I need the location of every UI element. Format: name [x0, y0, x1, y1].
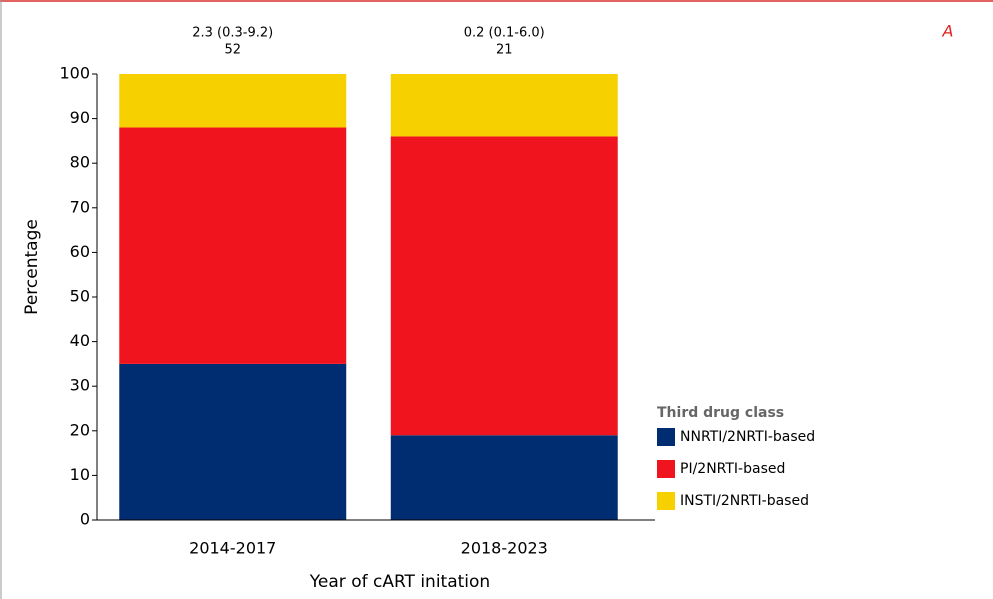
- bar-segment: [390, 74, 618, 137]
- bar-annotation: 0.2 (0.1-6.0): [464, 26, 545, 41]
- legend-label: PI/2NRTI-based: [680, 461, 785, 477]
- y-tick-label: 60: [70, 242, 90, 261]
- legend-label: INSTI/2NRTI-based: [680, 493, 809, 509]
- y-tick-label: 30: [70, 376, 90, 395]
- x-tick-label: 2018-2023: [461, 539, 548, 558]
- y-tick-label: 100: [59, 64, 90, 83]
- y-tick-label: 90: [70, 108, 90, 127]
- legend-swatch: [657, 428, 675, 446]
- y-axis-label: Percentage: [22, 219, 42, 315]
- y-tick-label: 40: [70, 331, 90, 350]
- bar-segment: [390, 435, 618, 520]
- y-tick-label: 80: [70, 153, 90, 172]
- x-tick-label: 2014-2017: [189, 539, 276, 558]
- legend-label: NNRTI/2NRTI-based: [680, 429, 815, 445]
- legend-swatch: [657, 492, 675, 510]
- x-axis-label: Year of cART initation: [309, 572, 490, 592]
- bar-segment: [119, 363, 347, 520]
- y-tick-label: 10: [70, 465, 90, 484]
- bar-annotation: 2.3 (0.3-9.2): [192, 26, 273, 41]
- bar-segment: [119, 74, 347, 128]
- y-tick-label: 50: [70, 287, 90, 306]
- bar-annotation: 21: [496, 43, 513, 58]
- legend-swatch: [657, 460, 675, 478]
- y-tick-label: 20: [70, 420, 90, 439]
- legend-title: Third drug class: [657, 405, 784, 421]
- bar-segment: [390, 136, 618, 436]
- panel-label: A: [942, 22, 954, 41]
- y-tick-label: 0: [80, 510, 90, 529]
- y-tick-label: 70: [70, 197, 90, 216]
- bar-annotation: 52: [224, 43, 241, 58]
- bar-segment: [119, 127, 347, 364]
